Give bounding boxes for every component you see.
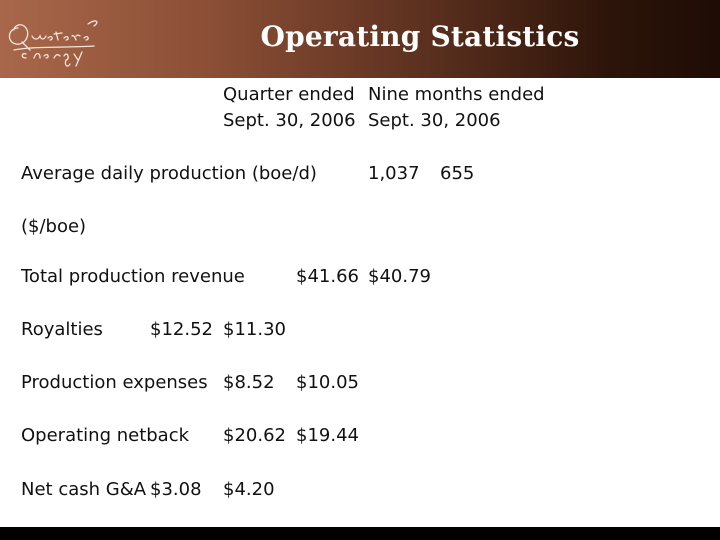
row-label: Operating netback xyxy=(21,425,190,446)
row-nine-months-value: 655 xyxy=(440,163,475,184)
row-nine-months-value: $10.05 xyxy=(296,372,359,393)
slide-title: Operating Statistics xyxy=(260,20,580,53)
nine-months-header-line1: Nine months ended xyxy=(368,84,545,105)
row-quarter-value: $20.62 xyxy=(223,425,286,446)
row-label: Production expenses xyxy=(21,372,208,393)
row-quarter-value: $12.52 xyxy=(150,319,213,340)
row-quarter-value: $8.52 xyxy=(223,372,275,393)
footer-bar xyxy=(0,527,720,540)
unit-label: ($/boe) xyxy=(21,216,87,237)
title-banner: Operating Statistics xyxy=(0,0,720,78)
row-nine-months-value: $4.20 xyxy=(223,479,275,500)
row-label: Royalties xyxy=(21,319,103,340)
row-quarter-value: $41.66 xyxy=(296,266,359,287)
row-nine-months-value: $40.79 xyxy=(368,266,431,287)
nine-months-header-line2: Sept. 30, 2006 xyxy=(368,110,501,131)
row-label: Average daily production (boe/d) xyxy=(21,163,317,184)
row-nine-months-value: $19.44 xyxy=(296,425,359,446)
row-nine-months-value: $11.30 xyxy=(223,319,286,340)
row-quarter-value: $3.08 xyxy=(150,479,202,500)
questerre-logo xyxy=(8,20,98,67)
quarter-header-line2: Sept. 30, 2006 xyxy=(223,110,356,131)
row-quarter-value: 1,037 xyxy=(368,163,420,184)
row-label: Total production revenue xyxy=(21,266,245,287)
quarter-header-line1: Quarter ended xyxy=(223,84,355,105)
row-label: Net cash G&A xyxy=(21,479,147,500)
